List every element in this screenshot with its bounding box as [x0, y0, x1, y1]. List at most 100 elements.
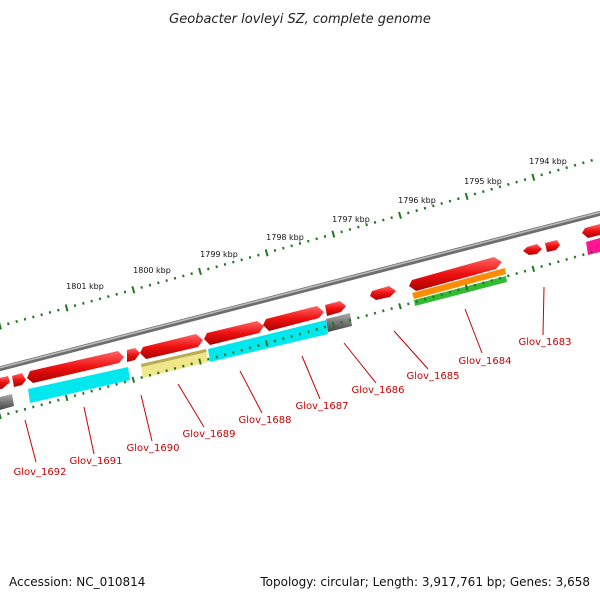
inner-ring-minor-tick [540, 265, 543, 268]
scale-ring-minor-tick [448, 199, 452, 203]
inner-ring-minor-tick [140, 376, 143, 379]
gene-arrow[interactable] [12, 373, 26, 387]
inner-ring-minor-tick [82, 391, 85, 395]
inner-ring-minor-tick [515, 272, 518, 276]
scale-ring-minor-tick [107, 295, 110, 299]
scale-ring-minor-tick [82, 301, 85, 305]
inner-ring-major-tick [331, 321, 336, 328]
scale-ring-minor-tick [573, 163, 577, 167]
scale-ring-minor-tick [73, 304, 77, 308]
feature-bands [0, 238, 600, 410]
scale-ring-major-tick [531, 173, 536, 181]
scale-ring-minor-tick [248, 255, 252, 259]
gene-label-glov-1687[interactable]: Glov_1687 [295, 401, 348, 412]
inner-ring-minor-tick [173, 366, 177, 370]
tick-label-1796: 1796 kbp [398, 196, 436, 205]
gene-label-glov-1688[interactable]: Glov_1688 [238, 415, 291, 426]
inner-ring-minor-tick [557, 260, 560, 264]
scale-ring-minor-tick [115, 292, 118, 296]
scale-ring-minor-tick [565, 166, 568, 170]
scale-ring-minor-tick [315, 237, 318, 241]
gene-arrow[interactable] [27, 351, 124, 383]
inner-ring-minor-tick [282, 337, 285, 341]
inner-ring-minor-tick [107, 385, 110, 389]
scale-ring-major-tick [331, 230, 336, 238]
scale-ring-major-tick [0, 322, 2, 330]
inner-ring-minor-tick [523, 269, 527, 273]
inner-ring-minor-tick [440, 293, 443, 297]
scale-ring-minor-tick [215, 265, 218, 269]
gene-label-glov-1692[interactable]: Glov_1692 [13, 467, 66, 478]
scale-ring-minor-tick [457, 197, 460, 201]
accession-text: Accession: NC_010814 [9, 575, 145, 589]
gene-arrow[interactable] [409, 257, 502, 291]
scale-ring-major-tick [264, 249, 269, 257]
gene-arrow[interactable] [204, 321, 264, 345]
scale-ring-minor-tick [515, 180, 518, 184]
gene-arrow[interactable] [127, 348, 140, 362]
inner-ring-major-tick [0, 412, 2, 420]
gene-arrow[interactable] [582, 224, 600, 238]
scale-ring-minor-tick [15, 320, 18, 323]
scale-ring-minor-tick [348, 227, 352, 231]
inner-ring-minor-tick [323, 325, 327, 329]
genome-summary-text: Topology: circular; Length: 3,917,761 bp… [259, 575, 590, 589]
inner-ring-minor-tick [307, 330, 310, 334]
gene-label-glov-1689[interactable]: Glov_1689 [182, 429, 235, 440]
tick-label-1799: 1799 kbp [200, 250, 238, 259]
feature-band-orange[interactable] [412, 268, 506, 299]
inner-ring-minor-tick [457, 288, 460, 292]
gene-label-glov-1691[interactable]: Glov_1691 [69, 456, 122, 467]
scale-ring-minor-tick [40, 313, 43, 317]
feature-band-cyan[interactable] [208, 320, 328, 362]
tick-label-1801: 1801 kbp [66, 282, 104, 291]
gene-arrow[interactable] [325, 301, 346, 316]
gene-label-glov-1685[interactable]: Glov_1685 [406, 371, 459, 382]
feature-band-yellow[interactable] [141, 349, 208, 378]
gene-label-glov-1683[interactable]: Glov_1683 [518, 337, 571, 348]
inner-ring-minor-tick [315, 327, 318, 331]
scale-ring-minor-tick [373, 220, 377, 224]
inner-ring-major-tick [131, 376, 136, 383]
gene-arrow[interactable] [140, 334, 203, 359]
inner-ring-minor-tick [248, 346, 252, 350]
feature-band-grey[interactable] [326, 313, 352, 332]
tick-label-1795: 1795 kbp [464, 177, 502, 186]
feature-band-cyan[interactable] [28, 367, 130, 403]
scale-ring-minor-tick [307, 239, 310, 243]
scale-ring-minor-tick [423, 206, 427, 210]
inner-ring-major-tick [531, 265, 536, 272]
inner-ring-minor-tick [573, 255, 577, 259]
scale-ring-minor-tick [223, 262, 227, 266]
inner-ring-major-tick [198, 358, 202, 365]
gene-label-glov-1686[interactable]: Glov_1686 [351, 385, 404, 396]
feature-band-pink[interactable] [586, 238, 600, 255]
inner-ring-minor-tick [15, 410, 18, 413]
inner-ring-minor-tick [473, 283, 477, 287]
scale-ring-minor-tick [257, 253, 260, 257]
inner-ring-minor-tick [182, 364, 185, 368]
tick-label-1798: 1798 kbp [266, 233, 304, 242]
scale-ring-major-tick [64, 304, 69, 312]
inner-ring-minor-tick [507, 274, 510, 278]
scale-ring-minor-tick [415, 209, 418, 213]
inner-ring-minor-tick [148, 373, 152, 377]
inner-ring-minor-tick [382, 309, 385, 313]
scale-ring-minor-tick [207, 267, 210, 271]
scale-ring-major-tick [398, 211, 402, 219]
gene-label-glov-1684[interactable]: Glov_1684 [458, 356, 511, 367]
scale-ring-minor-tick [432, 204, 435, 208]
gene-arrow[interactable] [523, 244, 542, 255]
gene-arrow[interactable] [545, 240, 560, 252]
gene-arrow[interactable] [263, 306, 324, 331]
gene-arrow[interactable] [0, 376, 10, 389]
tick-label-1797: 1797 kbp [332, 215, 370, 224]
scale-ring-minor-tick [540, 173, 543, 177]
gene-arrow[interactable] [370, 286, 396, 300]
feature-band-grey[interactable] [0, 394, 14, 410]
gene-label-glov-1690[interactable]: Glov_1690 [126, 443, 179, 454]
inner-ring-minor-tick [165, 369, 168, 373]
scale-ring-minor-tick [582, 161, 585, 165]
inner-ring-minor-tick [448, 290, 452, 294]
scale-ring-major-tick [464, 192, 469, 201]
